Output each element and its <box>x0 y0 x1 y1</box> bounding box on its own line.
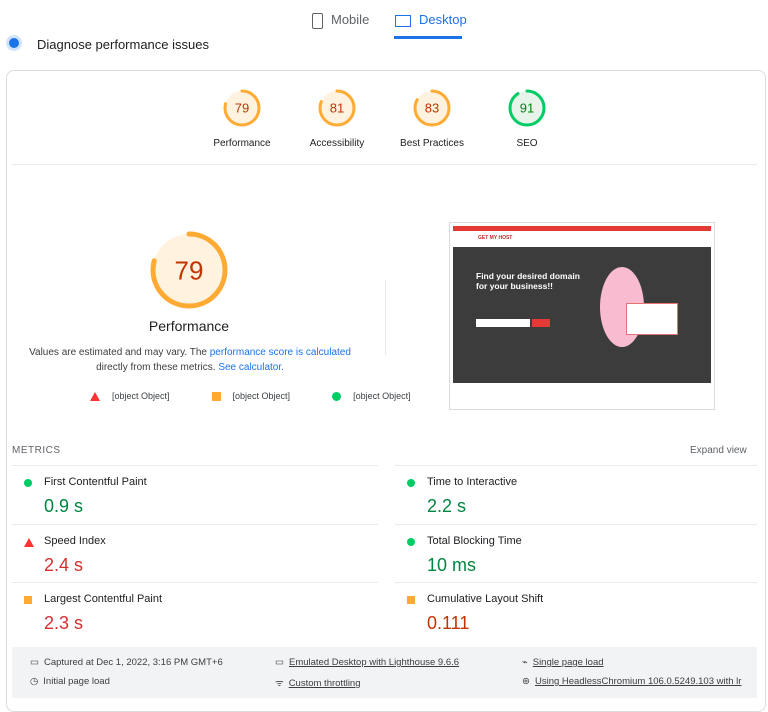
gauge-arc <box>413 89 451 127</box>
footer-item: ▭ Emulated Desktop with Lighthouse 9.6.6 <box>275 657 459 668</box>
gauge-value: 79 <box>175 255 204 285</box>
metric-icon <box>407 479 415 487</box>
gauge-value: 81 <box>330 101 344 116</box>
gauge-value: 91 <box>520 101 534 116</box>
footer-text: Initial page load <box>43 676 110 687</box>
footer-item: ⊛ Using HeadlessChromium 106.0.5249.103 w… <box>522 676 741 687</box>
gauge-bg <box>153 234 225 306</box>
gauge-arc <box>508 89 546 127</box>
gauge-arc <box>150 231 228 309</box>
metric-value: 2.3 s <box>44 613 84 633</box>
gauge-value: 83 <box>425 101 439 116</box>
gauge-arc <box>223 89 261 127</box>
footer-text[interactable]: Custom throttling <box>288 678 361 689</box>
footer-icon: ▭ <box>30 657 39 668</box>
screenshot-headline: Find your desired domain for your busine… <box>476 271 580 291</box>
metric-row: Speed Index 2.4 s <box>12 523 378 583</box>
footer-text[interactable]: Using HeadlessChromium 106.0.5249.103 wi… <box>534 676 742 687</box>
metric-name: Time to Interactive <box>427 476 518 488</box>
metric-value: 0.111 <box>427 613 470 633</box>
tab-mobile[interactable]: Mobile <box>312 12 369 29</box>
icon <box>9 38 19 48</box>
metric-name: Speed Index <box>44 534 106 547</box>
legend-item: [object Object] <box>90 391 170 402</box>
metric-icon <box>407 596 415 604</box>
divider <box>385 280 386 355</box>
footer-item: ᯤ Custom throttling <box>275 676 361 689</box>
legend-label: [object Object] <box>232 391 291 401</box>
gauges: 79 81 83 91 79 <box>150 89 546 309</box>
score-label: Accessibility <box>309 138 365 149</box>
score-label: Performance <box>213 138 271 149</box>
note: Values are estimated and may vary. The p… <box>20 345 360 375</box>
metric-icon <box>407 537 415 546</box>
note-text: directly from these metrics. <box>96 362 219 373</box>
main-label: Performance <box>148 318 230 334</box>
legend-label: [object Object] <box>353 391 411 401</box>
divider <box>12 164 757 165</box>
legend-item: [object Object] <box>332 391 411 402</box>
tab-indicator <box>394 36 462 39</box>
footer-text[interactable]: Emulated Desktop with Lighthouse 9.6.6 <box>288 657 460 668</box>
footer-item: ◷ Initial page load <box>30 676 110 687</box>
metric-value: 2.4 s <box>44 554 84 575</box>
tab-desktop[interactable]: Desktop <box>395 12 467 27</box>
footer-icon: ▭ <box>275 657 284 668</box>
score-label: SEO <box>516 138 538 149</box>
metric-name: Largest Contentful Paint <box>44 593 163 605</box>
metric-value: 10 ms <box>427 554 477 575</box>
metric-value: 0.9 s <box>44 496 84 516</box>
metric-name: Total Blocking Time <box>427 534 522 547</box>
metric-icon <box>24 596 32 604</box>
legend: [object Object] [object Object] [object Ob… <box>90 391 411 402</box>
metric-row: Largest Contentful Paint 2.3 s <box>12 582 378 641</box>
legend-label: [object Object] <box>112 391 170 401</box>
metric-value: 2.2 s <box>427 496 467 516</box>
footer-item: ▭ Captured at Dec 1, 2022, 3:16 PM GMT+6 <box>30 657 223 668</box>
legend-item: [object Object] <box>211 391 291 402</box>
footer-item: ⌁ Single page load <box>522 657 604 668</box>
metric-icon <box>24 537 34 547</box>
footer-text: Captured at Dec 1, 2022, 3:16 PM GMT+6 <box>43 657 223 668</box>
link[interactable]: performance score is calculated <box>209 347 351 358</box>
metric-row: First Contentful Paint 0.9 s <box>12 465 378 524</box>
score-label: Best Practices <box>400 138 464 149</box>
metric-name: Cumulative Layout Shift <box>427 593 544 605</box>
gauge-bg <box>510 91 544 125</box>
tab-label[interactable]: Mobile <box>331 12 370 27</box>
metric-icon <box>24 479 32 487</box>
metrics-title: METRICS <box>12 445 61 456</box>
footer-icon: ◷ <box>30 676 39 687</box>
gauge-arc <box>318 89 356 127</box>
tab-label[interactable]: Desktop <box>419 12 467 27</box>
footer-icon: ⌁ <box>522 657 528 668</box>
footer-icon: ᯤ <box>275 678 284 689</box>
expand-view[interactable]: Expand view <box>690 445 747 456</box>
header-title: Diagnose performance issues <box>37 37 209 52</box>
metric-row: Total Blocking Time 10 ms <box>395 523 757 583</box>
gauge-value: 79 <box>235 101 249 116</box>
gauge-bg <box>415 91 449 125</box>
metric-row: Time to Interactive 2.2 s <box>395 465 757 524</box>
footer-text[interactable]: Single page load <box>532 657 604 668</box>
footer <box>12 647 757 698</box>
footer-icon: ⊛ <box>522 676 530 687</box>
link[interactable]: See calculator. <box>218 362 284 373</box>
gauge-bg <box>320 91 354 125</box>
metric-name: First Contentful Paint <box>44 476 147 488</box>
note-text: Values are estimated and may vary. The <box>29 347 210 358</box>
screenshot: GET MY HOST Find your desired domain for… <box>449 222 715 410</box>
metric-row: Cumulative Layout Shift 0.111 <box>395 582 757 641</box>
gauge-bg <box>225 91 259 125</box>
